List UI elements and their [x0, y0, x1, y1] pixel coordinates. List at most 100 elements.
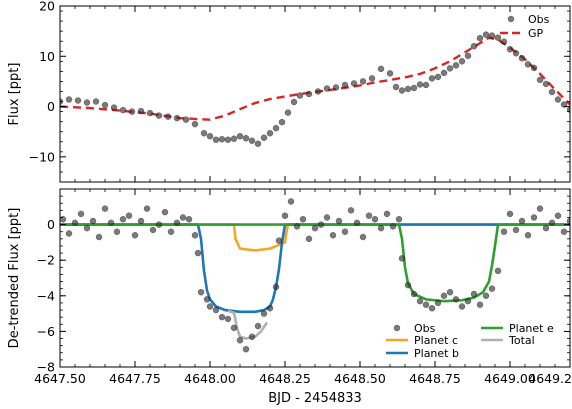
- data-point: [284, 109, 292, 116]
- legend-entry-planet-c: Planet c: [386, 334, 458, 347]
- data-point: [422, 81, 430, 89]
- data-point: [314, 88, 322, 95]
- data-point: [371, 216, 379, 223]
- data-point: [536, 205, 544, 212]
- data-point: [305, 90, 313, 98]
- data-point: [206, 303, 214, 310]
- data-point: [119, 106, 127, 114]
- data-point: [410, 290, 418, 298]
- data-point: [182, 116, 190, 123]
- data-point: [266, 305, 274, 312]
- y-tick-label: 10: [39, 49, 55, 64]
- data-point: [155, 221, 163, 228]
- data-point: [191, 120, 199, 128]
- legend-label: Planet b: [414, 347, 459, 360]
- bottom-panel: −8 −6 −4 −2 0 4647.50 4647.75 4648.00 4648.25 464…: [7, 188, 572, 406]
- data-point: [218, 136, 226, 143]
- legend-label: Obs: [528, 13, 550, 26]
- data-point: [530, 214, 538, 221]
- data-point: [548, 219, 556, 227]
- series-line-gp: [60, 36, 570, 121]
- data-point: [317, 221, 325, 228]
- data-point: [131, 232, 139, 239]
- data-point: [476, 301, 484, 308]
- data-point: [500, 228, 508, 235]
- data-point: [101, 101, 109, 109]
- data-point: [71, 219, 79, 227]
- data-point: [179, 214, 187, 221]
- data-point: [488, 285, 496, 292]
- data-point: [446, 288, 454, 296]
- data-point: [248, 137, 256, 145]
- data-point: [422, 301, 430, 308]
- data-point: [353, 219, 361, 227]
- data-point: [386, 70, 394, 77]
- data-point: [395, 216, 403, 223]
- data-point: [125, 212, 133, 219]
- data-point: [464, 297, 472, 305]
- data-point: [470, 42, 478, 50]
- legend-marker: [393, 324, 401, 332]
- data-point: [305, 235, 313, 243]
- y-tick-label: −4: [37, 288, 55, 303]
- data-point: [137, 217, 145, 225]
- data-point: [383, 210, 391, 218]
- data-point: [293, 223, 301, 230]
- series-line-planet-b: [60, 223, 570, 314]
- data-point: [350, 80, 358, 87]
- data-point: [173, 219, 181, 227]
- legend-label: Planet c: [414, 334, 458, 347]
- data-point: [554, 96, 562, 103]
- data-point: [266, 129, 274, 137]
- series-line-planet-c: [60, 223, 570, 252]
- data-point: [83, 224, 91, 232]
- data-point: [311, 224, 319, 232]
- data-point: [389, 223, 397, 230]
- legend-entry-obs: Obs: [507, 13, 550, 26]
- legend-marker: [507, 15, 515, 23]
- data-point: [167, 228, 175, 235]
- data-point: [101, 205, 109, 212]
- series-line-total: [227, 309, 269, 340]
- data-point: [530, 64, 538, 72]
- data-point: [518, 55, 526, 62]
- data-point: [470, 290, 478, 298]
- x-tick-label: 4649.2: [528, 371, 572, 386]
- data-point: [398, 87, 406, 94]
- data-point: [146, 109, 154, 117]
- data-point: [119, 216, 127, 223]
- data-point: [368, 75, 376, 82]
- data-point: [92, 98, 100, 105]
- data-point: [77, 210, 85, 218]
- data-point: [464, 52, 472, 60]
- data-point: [149, 226, 157, 234]
- data-point: [434, 73, 442, 81]
- data-point: [236, 337, 244, 344]
- x-tick-label: 4648.25: [259, 371, 311, 386]
- data-point: [230, 324, 238, 332]
- data-point: [290, 98, 298, 106]
- x-tick-label: 4648.75: [409, 371, 461, 386]
- data-point: [287, 198, 295, 205]
- data-point: [137, 107, 145, 115]
- data-point: [218, 313, 226, 321]
- data-point: [524, 232, 532, 239]
- data-point: [482, 292, 490, 300]
- data-point: [518, 217, 526, 225]
- data-point: [332, 84, 340, 91]
- data-point: [341, 228, 349, 235]
- data-point: [329, 232, 337, 239]
- data-point: [566, 106, 570, 113]
- data-point: [242, 135, 250, 142]
- data-point: [542, 224, 550, 232]
- data-point: [428, 305, 436, 312]
- data-point: [83, 99, 91, 106]
- y-tick-label: 0: [47, 217, 55, 232]
- data-point: [476, 34, 484, 42]
- data-point: [365, 212, 373, 219]
- y-axis-label: De-trended Flux [ppt]: [7, 208, 22, 349]
- data-point: [281, 212, 289, 219]
- data-point: [110, 104, 118, 111]
- data-point: [428, 75, 436, 82]
